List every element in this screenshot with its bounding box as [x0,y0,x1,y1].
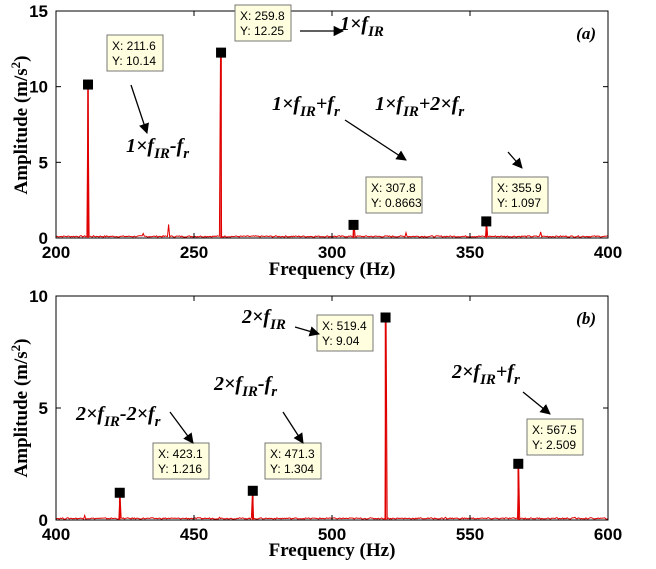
annotation-arrow [130,84,149,134]
datatip-x: X: 423.1 [158,447,203,461]
peak-annotation: 2×fIR+fr [451,361,520,388]
peak-marker [380,312,391,323]
datatip-box [234,4,292,42]
panel-b: 400 450 500 550 600 0 5 10 Frequency (Hz) Amplitu… [8,287,622,561]
peak-annotation: 2×fIR-fr [213,373,277,400]
peak-marker [247,485,258,496]
x-tick-label: 400 [594,243,622,262]
datatip-y: Y: 1.097 [497,196,541,210]
x-tick-label: 550 [456,525,484,544]
datatip-box [526,418,584,456]
peak-marker [83,79,94,90]
x-tick-label: 450 [180,525,208,544]
datatip-box [365,176,423,214]
peak-marker [348,219,359,230]
datatip-y: Y: 9.04 [322,334,360,348]
datatip-box [152,442,210,480]
peak-annotation: 1×fIR-fr [126,135,189,162]
datatip-box [264,442,322,480]
panel-tag: (a) [576,24,596,43]
peak-annotation: 1×fIR+2×fr [375,93,464,120]
annotation-arrow [282,411,304,444]
peak-annotation: 1×fIR [340,13,384,40]
datatip-y: Y: 1.304 [270,462,314,476]
annotation-arrow [507,151,523,169]
x-tick-label: 350 [456,243,484,262]
datatip-y: Y: 2.509 [532,438,576,452]
annotation-arrow [294,326,320,337]
y-tick-label: 5 [39,399,48,418]
datatip-y: Y: 12.25 [240,24,284,38]
datatip-y: Y: 0.8663 [371,196,422,210]
x-tick-label: 400 [42,525,70,544]
annotation-arrow [169,411,194,444]
annotation-arrow [344,119,407,161]
x-tick-label: 250 [180,243,208,262]
panel-tag: (b) [576,309,596,328]
peak-annotation: 2×fIR [241,306,286,333]
x-tick-label: 500 [318,525,346,544]
peak-annotation: 2×fIR-2×fr [75,403,161,430]
x-tick-label: 600 [594,525,622,544]
datatip-x: X: 471.3 [270,447,315,461]
datatip-box [491,176,549,214]
datatip-x: X: 519.4 [322,319,367,333]
y-axis-label: Amplitude (m/s2) [8,339,32,478]
annotation-arrow [522,391,551,415]
y-axis-label: Amplitude (m/s2) [8,56,32,195]
datatip-x: X: 307.8 [371,181,416,195]
panel-a: 200 250 300 350 400 0 5 10 15 Frequency (Hz) Ampli… [8,2,622,280]
datatip-box [106,34,164,72]
y-tick-label: 5 [39,153,48,172]
y-tick-label: 10 [29,78,48,97]
y-tick-label: 10 [29,287,48,306]
peak-marker [481,216,492,227]
datatip-x: X: 355.9 [497,181,542,195]
x-tick-label: 200 [42,243,70,262]
datatip-x: X: 211.6 [112,39,156,53]
y-tick-label: 15 [29,2,48,21]
datatip-x: X: 259.8 [240,9,285,23]
datatip-y: Y: 1.216 [158,462,202,476]
datatip-x: X: 567.5 [532,423,577,437]
x-axis-label: Frequency (Hz) [269,540,396,561]
datatip-y: Y: 10.14 [112,54,156,68]
peak-annotation: 1×fIR+fr [272,93,340,120]
y-tick-label: 0 [39,511,48,530]
peak-marker [114,487,125,498]
x-axis-label: Frequency (Hz) [269,259,396,280]
y-tick-label: 0 [39,229,48,248]
x-tick-label: 300 [318,243,346,262]
peak-marker [513,458,524,469]
peak-marker [216,47,227,58]
